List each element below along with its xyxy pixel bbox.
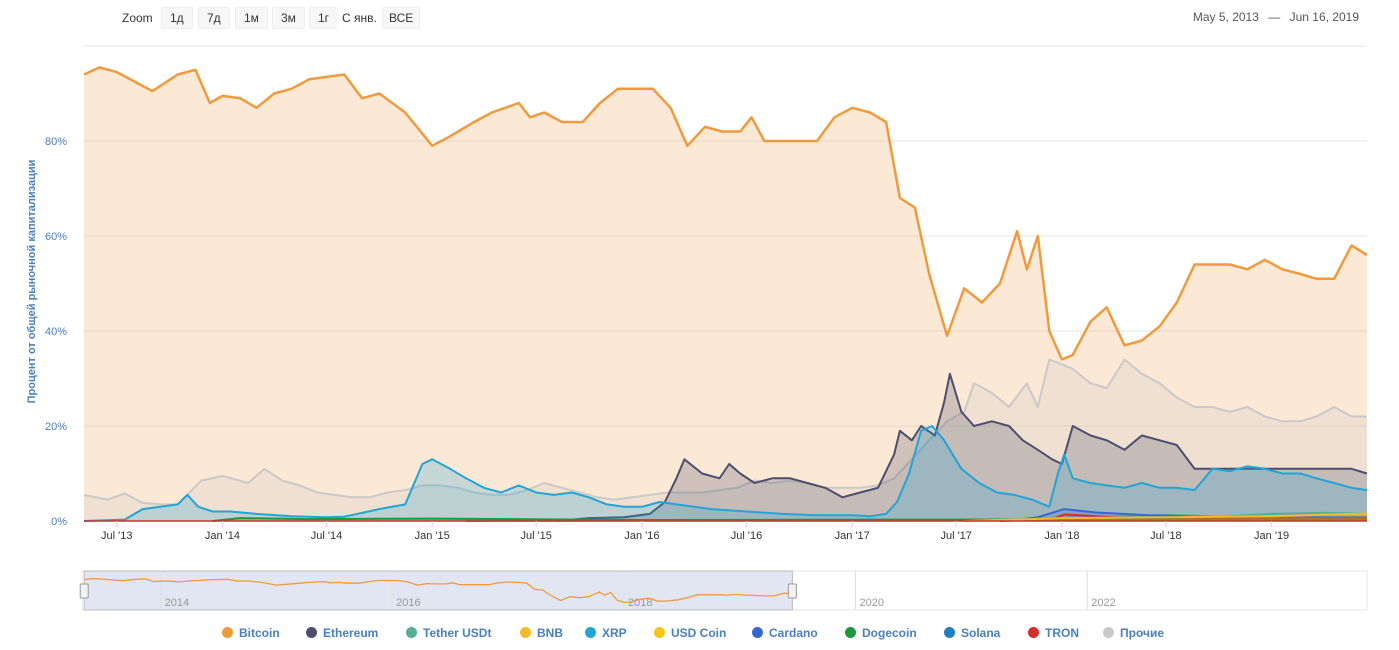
series-area-ethereum [557, 373, 1367, 521]
legend-label: Прочие [1120, 626, 1165, 640]
legend-item-bitcoin[interactable]: Bitcoin [222, 624, 280, 642]
y-tick-label: 60% [45, 231, 67, 243]
zoom-button-3m[interactable]: 3м [272, 7, 305, 29]
navigator-tick-label: 2022 [1091, 597, 1115, 609]
legend-label: XRP [602, 626, 627, 640]
legend-label: Ethereum [323, 626, 379, 640]
legend-label: Tether USDt [423, 626, 492, 640]
y-tick-label: 80% [45, 136, 67, 148]
x-tick-label: Jul '16 [731, 530, 762, 542]
y-axis-title: Процент от общей рыночной капитализации [26, 160, 38, 404]
legend-label: USD Coin [671, 626, 727, 640]
x-tick-label: Jan '16 [624, 530, 659, 542]
legend-item-bnb[interactable]: BNB [520, 624, 563, 642]
navigator: 2014 2016 2018 2020 2022 [79, 570, 1368, 611]
legend-item-solana[interactable]: Solana [944, 624, 1000, 642]
legend-item-cardano[interactable]: Cardano [752, 624, 818, 642]
legend-item-xrp[interactable]: XRP [585, 624, 627, 642]
x-tick-label: Jul '17 [940, 530, 971, 542]
zoom-label: Zoom [122, 11, 153, 25]
legend-label: Cardano [769, 626, 818, 640]
date-range-separator: — [1268, 10, 1281, 24]
legend-marker [520, 627, 531, 638]
y-tick-label: 0% [51, 516, 67, 528]
range-selector: Zoom 1д 7д 1м 3м 1г С янв. ВСЕ May 5, 20… [0, 0, 1399, 36]
x-tick-label: Jan '14 [205, 530, 240, 542]
zoom-button-1y[interactable]: 1г [309, 7, 339, 29]
y-tick-label: 20% [45, 421, 67, 433]
zoom-button-1m[interactable]: 1м [235, 7, 268, 29]
legend-item-tether-usdt[interactable]: Tether USDt [406, 624, 491, 642]
legend-label: BNB [537, 626, 563, 640]
navigator-tick-label: 2016 [396, 597, 420, 609]
legend: Bitcoin Ethereum Tether USDt BNB XRP USD Coin… [0, 624, 1399, 644]
navigator-selection [83, 570, 793, 611]
navigator-series [84, 578, 793, 604]
legend-label: TRON [1045, 626, 1079, 640]
series-area-bitcoin [84, 67, 1367, 522]
x-tick-label: Jul '15 [520, 530, 551, 542]
zoom-button-ytd[interactable]: С янв. [337, 7, 382, 29]
x-tick-label: Jul '14 [311, 530, 342, 542]
x-tick-label: Jul '13 [101, 530, 132, 542]
series-line-bnb [964, 512, 1368, 522]
legend-item-usd-coin[interactable]: USD Coin [654, 624, 726, 642]
legend-marker [306, 627, 317, 638]
legend-marker [654, 627, 665, 638]
legend-marker [1103, 627, 1114, 638]
dominance-chart[interactable]: 0% 20% 40% 60% 80% Процент от общей рыночной … [0, 0, 1399, 624]
series-line-ethereum [557, 372, 1368, 522]
navigator-tick-label: 2014 [165, 597, 189, 609]
legend-marker [752, 627, 763, 638]
x-tick-label: Jan '18 [1044, 530, 1079, 542]
zoom-button-all[interactable]: ВСЕ [382, 7, 421, 29]
navigator-tick-label: 2018 [628, 597, 652, 609]
navigator-handle-left[interactable] [79, 583, 89, 599]
zoom-button-7d[interactable]: 7д [198, 7, 230, 29]
legend-marker [944, 627, 955, 638]
legend-marker [585, 627, 596, 638]
legend-label: Bitcoin [239, 626, 280, 640]
legend-label: Solana [961, 626, 1001, 640]
date-range-to[interactable]: Jun 16, 2019 [1289, 10, 1359, 24]
x-tick-label: Jan '15 [415, 530, 450, 542]
legend-item-ethereum[interactable]: Ethereum [306, 624, 378, 642]
x-tick-label: Jan '19 [1254, 530, 1289, 542]
series-area-bnb [964, 513, 1367, 521]
series-area-others [84, 359, 1367, 521]
x-tick-label: Jul '18 [1150, 530, 1181, 542]
series-line-bitcoin [83, 66, 1368, 361]
navigator-tick-label: 2020 [859, 597, 883, 609]
date-range-from[interactable]: May 5, 2013 [1192, 10, 1259, 24]
series-line-others [83, 358, 1367, 506]
x-tick-label: Jan '17 [835, 530, 870, 542]
legend-item-tron[interactable]: TRON [1028, 624, 1079, 642]
legend-marker [406, 627, 417, 638]
navigator-handle-right[interactable] [787, 583, 797, 599]
legend-marker [845, 627, 856, 638]
legend-marker [1028, 627, 1039, 638]
legend-item-others[interactable]: Прочие [1103, 624, 1164, 642]
legend-label: Dogecoin [862, 626, 917, 640]
series-line-xrp [83, 425, 1368, 522]
legend-item-dogecoin[interactable]: Dogecoin [845, 624, 917, 642]
zoom-button-1d[interactable]: 1д [161, 7, 193, 29]
y-tick-label: 40% [45, 326, 67, 338]
legend-marker [222, 627, 233, 638]
date-range[interactable]: May 5, 2013 — Jun 16, 2019 [1190, 10, 1362, 24]
